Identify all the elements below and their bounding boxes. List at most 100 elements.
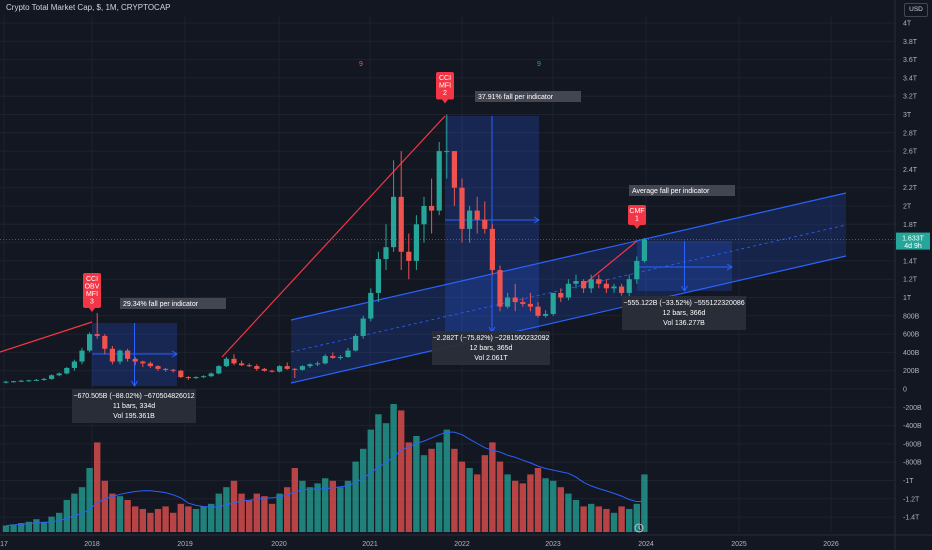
candle-body: [41, 378, 47, 380]
timezone-icon[interactable]: [634, 523, 644, 533]
price-tick-label: -600B: [903, 441, 922, 448]
candles: [3, 114, 647, 384]
volume-bar: [48, 516, 55, 532]
volume-bar: [94, 442, 101, 532]
volume-bar: [428, 448, 435, 532]
price-tick-label: -400B: [903, 423, 922, 430]
volume-bar: [375, 414, 382, 532]
price-tick-label: 200B: [903, 368, 920, 375]
candle-body: [125, 350, 131, 359]
currency-button[interactable]: USD: [904, 3, 928, 17]
volume-bar: [626, 508, 633, 532]
measure-stats-2024[interactable]: −555.122B (−33.52%) −555122320086 12 bars…: [622, 296, 746, 330]
measure-stats-2018-line: 11 bars, 334d: [113, 403, 155, 410]
candle-body: [520, 302, 526, 304]
fall-label-2018[interactable]: 29.34% fall per indicator: [120, 298, 226, 309]
candle-body: [170, 369, 176, 371]
fall-label-2021[interactable]: 37.91% fall per indicator: [475, 91, 581, 102]
candle-body: [436, 151, 442, 211]
volume-bar: [405, 442, 412, 532]
candle-body: [322, 356, 328, 364]
price-tick-label: 600B: [903, 332, 920, 339]
measure-stats-2018-bg: [72, 389, 196, 423]
volume-bar: [78, 487, 86, 532]
candle-body: [178, 370, 184, 378]
measure-stats-2018[interactable]: −670.505B (−88.02%) −670504826012 11 bars…: [72, 389, 196, 423]
volume-bar: [367, 429, 374, 532]
candle-body: [49, 375, 55, 379]
candle-body: [459, 187, 465, 229]
price-tick-label: 2.4T: [903, 167, 918, 174]
volume-bar: [124, 500, 131, 532]
volume-bar: [162, 506, 169, 532]
volume-bar: [436, 442, 443, 532]
zone-2018-arrow-down: [131, 380, 138, 387]
price-tick-label: -800B: [903, 460, 922, 467]
volume-bar: [458, 461, 466, 532]
fall-label-2023[interactable]: Average fall per indicator: [629, 185, 735, 196]
candle-body: [147, 363, 153, 367]
channel-lower: [290, 255, 847, 384]
candle-body: [383, 247, 389, 260]
time-tick-label: 17: [0, 541, 8, 548]
volume-bar: [512, 480, 519, 532]
volume-bar: [2, 525, 10, 532]
candle-body: [398, 196, 404, 252]
fall-label-2021-bg: [475, 91, 581, 102]
measure-stats-2024-line: −555.122B (−33.52%) −555122320086: [623, 300, 744, 307]
candle-body: [429, 206, 435, 211]
top-marker-sell: 9: [359, 61, 363, 68]
zone-2022-arrow: [533, 216, 540, 224]
indicator-flag-2023-text: CMF: [629, 208, 644, 215]
candle-body: [611, 286, 617, 289]
candle-body: [527, 303, 533, 307]
candle-body: [512, 297, 518, 303]
price-tick-label: 1T: [903, 295, 912, 302]
volume-bar: [413, 436, 420, 532]
indicator-flag-2018-tip: [89, 308, 95, 312]
candle-body: [223, 358, 229, 367]
candle-body: [269, 370, 275, 372]
volume-bar: [63, 500, 70, 532]
volume-bar: [633, 503, 640, 532]
volume-bar: [352, 461, 359, 532]
price-tick-label: 2.8T: [903, 130, 918, 137]
candle-body: [3, 381, 9, 383]
fall-label-2018-text: 29.34% fall per indicator: [123, 301, 199, 308]
measure-stats-2022[interactable]: −2.282T (−75.82%) −2281560232092 12 bars,…: [432, 331, 550, 365]
candle-body: [193, 377, 199, 379]
candle-body: [421, 206, 427, 225]
indicator-flag-2023-bg: [628, 205, 646, 225]
volume-bar: [101, 480, 108, 532]
measure-stats-2022-bg: [432, 331, 550, 365]
candle-body: [231, 358, 237, 364]
volume-bar: [147, 512, 154, 532]
chart-title: Crypto Total Market Cap, $, 1M, CRYPTOCA…: [6, 3, 171, 12]
candle-body: [489, 228, 495, 271]
volume-bar: [527, 474, 534, 532]
volume-bar: [185, 506, 192, 532]
volume-bar: [86, 468, 93, 532]
candle-body: [497, 270, 503, 307]
candle-body: [330, 356, 336, 358]
price-tick-label: 4T: [903, 21, 912, 28]
candle-body: [140, 361, 146, 364]
candle-body: [375, 259, 381, 293]
candle-body: [641, 239, 647, 261]
measure-stats-2018-line: Vol 195.361B: [113, 413, 155, 420]
trendline-2019-2021: [221, 115, 446, 358]
volume-bar: [154, 508, 162, 532]
volume-bar: [329, 480, 336, 532]
price-tick-label: -200B: [903, 405, 922, 412]
measure-zones[interactable]: [92, 116, 733, 387]
indicator-flag-2021-text: CCI: [439, 75, 451, 82]
volume-bar: [572, 500, 580, 532]
fall-label-2018-bg: [120, 298, 226, 309]
